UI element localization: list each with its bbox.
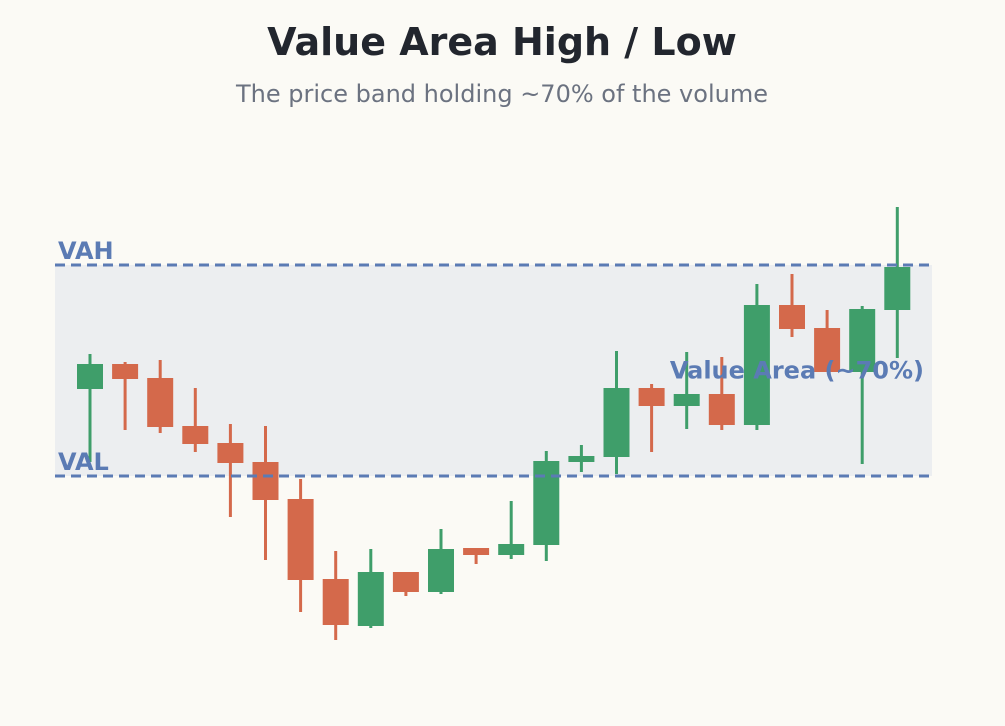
candle-body: [708, 394, 735, 425]
candle-body: [252, 462, 279, 500]
candle-body: [603, 388, 630, 457]
candle-body: [743, 305, 770, 425]
chart-title: Value Area High / Low: [267, 20, 737, 64]
candle-body: [779, 305, 805, 329]
candle-body: [638, 388, 665, 406]
candle-body: [357, 572, 384, 626]
chart-subtitle: The price band holding ~70% of the volum…: [235, 80, 768, 108]
candle-body: [77, 364, 103, 389]
candle-body: [673, 394, 700, 406]
candle-body: [849, 309, 876, 372]
candle-body: [182, 426, 209, 444]
candle-body: [498, 544, 525, 555]
candle-body: [533, 461, 560, 545]
candle-body: [112, 364, 139, 379]
candle-body: [217, 443, 244, 463]
candle-body: [568, 456, 595, 462]
candle-body: [322, 579, 349, 625]
candle-body: [392, 572, 419, 592]
candle-body: [814, 328, 841, 372]
value-area-label: Value Area (~70%): [670, 357, 924, 385]
candle-body: [884, 267, 911, 310]
vah-label: VAH: [58, 237, 114, 265]
candle-body: [287, 499, 314, 580]
candle-body: [463, 548, 490, 555]
val-label: VAL: [58, 448, 109, 476]
candle-body: [147, 378, 174, 427]
candle-body: [428, 549, 454, 592]
